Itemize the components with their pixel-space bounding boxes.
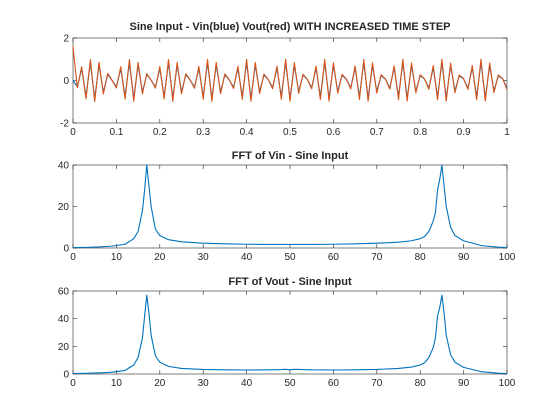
subplot-fft-vin: FFT of Vin - Sine Input 0 10 20 30 40 50 60 70 8… — [58, 150, 516, 263]
x-tick-label: 0.8 — [413, 127, 427, 138]
x-tick-label: 0 — [70, 378, 76, 389]
x-tick-label: 60 — [328, 378, 340, 389]
subplot-fft-vin-series — [72, 164, 508, 249]
subplot-time-signal: Sine Input - Vin(blue) Vout(red) WITH IN… — [60, 21, 510, 138]
x-tick-label: 0.2 — [153, 127, 167, 138]
x-tick-label: 10 — [111, 378, 123, 389]
y-tick-label: 20 — [58, 342, 70, 353]
subplot-fft-vout-axes — [72, 290, 508, 375]
x-tick-label: 90 — [458, 378, 470, 389]
x-tick-label: 0 — [70, 252, 76, 263]
x-tick-label: 100 — [499, 378, 516, 389]
x-tick-label: 0.6 — [326, 127, 340, 138]
subplot-fft-vout-series — [72, 294, 508, 375]
x-tick-label: 10 — [111, 252, 123, 263]
x-tick-label: 20 — [154, 378, 166, 389]
x-tick-label: 0.7 — [370, 127, 384, 138]
x-tick-label: 80 — [415, 378, 427, 389]
subplot-fft-vout-ticks: 0 10 20 30 40 50 60 70 80 90 100 0 20 40 60 — [58, 287, 516, 390]
y-tick-label: 0 — [63, 76, 69, 87]
x-tick-label: 0.9 — [457, 127, 471, 138]
x-tick-label: 30 — [198, 378, 210, 389]
x-tick-label: 0 — [70, 127, 76, 138]
x-tick-label: 20 — [154, 252, 166, 263]
y-tick-label: 40 — [58, 314, 70, 325]
subplot-fft-vin-ticks: 0 10 20 30 40 50 60 70 80 90 100 0 20 40 — [58, 161, 516, 264]
subplot-fft-vout-title: FFT of Vout - Sine Input — [228, 276, 352, 288]
x-tick-label: 100 — [499, 252, 516, 263]
subplot-fft-vout: FFT of Vout - Sine Input 0 10 20 30 40 50 60 70… — [58, 276, 516, 389]
subplot-time-signal-title: Sine Input - Vin(blue) Vout(red) WITH IN… — [129, 21, 450, 33]
x-tick-label: 70 — [371, 378, 383, 389]
x-tick-label: 60 — [328, 252, 340, 263]
series-line-fft-vout-0 — [72, 294, 508, 375]
subplot-fft-vin-axes — [72, 164, 508, 249]
x-tick-label: 50 — [284, 378, 296, 389]
y-tick-label: 40 — [58, 161, 70, 172]
x-tick-label: 90 — [458, 252, 470, 263]
x-tick-label: 0.1 — [109, 127, 123, 138]
subplot-time-signal-series — [72, 46, 508, 102]
x-tick-label: 40 — [241, 378, 253, 389]
y-tick-label: 60 — [58, 287, 70, 298]
y-tick-label: 0 — [63, 244, 69, 255]
y-tick-label: -2 — [60, 119, 69, 130]
x-tick-label: 30 — [198, 252, 210, 263]
x-tick-label: 50 — [284, 252, 296, 263]
subplot-fft-vin-title: FFT of Vin - Sine Input — [232, 150, 349, 162]
series-line-fft-vin-0 — [72, 164, 508, 249]
y-tick-label: 2 — [63, 34, 69, 45]
subplot-time-signal-axes — [72, 37, 508, 124]
x-tick-label: 0.5 — [283, 127, 297, 138]
y-tick-label: 20 — [58, 202, 70, 213]
x-tick-label: 0.3 — [196, 127, 210, 138]
x-tick-label: 70 — [371, 252, 383, 263]
x-tick-label: 0.4 — [240, 127, 254, 138]
x-tick-label: 80 — [415, 252, 427, 263]
subplot-time-signal-ticks: 0 0.1 0.2 0.3 0.4 0.5 0.6 0.7 0.8 0.9 1-202 — [60, 34, 510, 139]
x-tick-label: 40 — [241, 252, 253, 263]
y-tick-label: 0 — [63, 370, 69, 381]
series-line-time-signal-1 — [72, 46, 508, 102]
x-tick-label: 1 — [504, 127, 510, 138]
